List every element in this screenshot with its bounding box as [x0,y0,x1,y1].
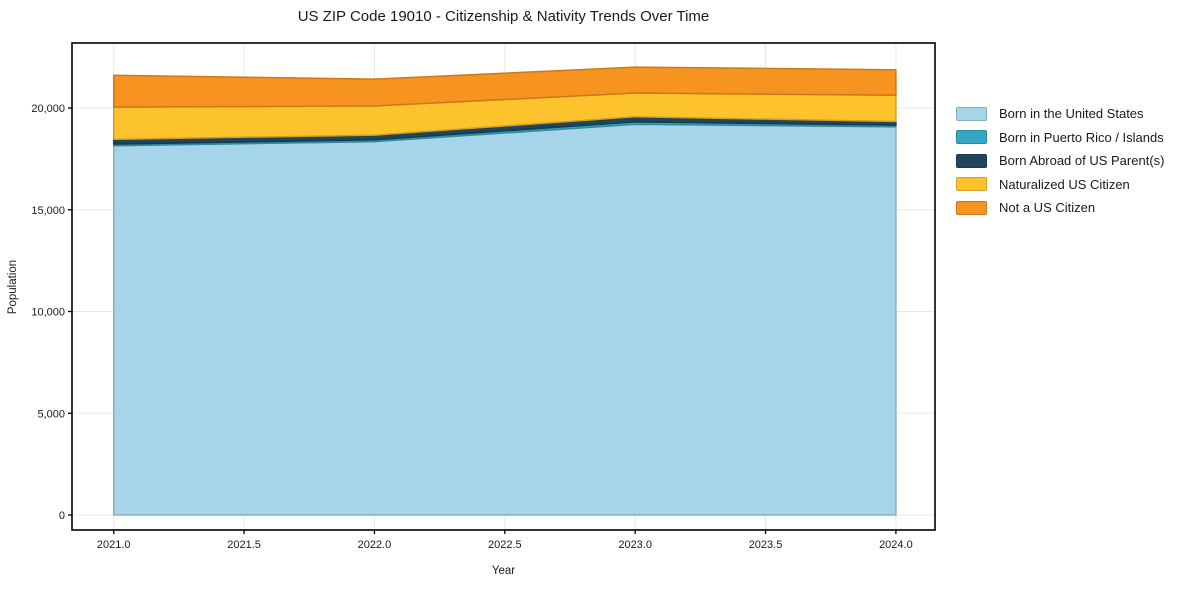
legend-swatch-icon [956,153,987,168]
legend-swatch-icon [956,200,987,215]
legend-label: Naturalized US Citizen [999,176,1130,192]
y-tick-label: 15,000 [31,205,65,217]
y-tick-label: 5,000 [37,408,65,420]
legend: Born in the United States Born in Puerto… [956,102,1164,220]
x-tick-label: 2021.0 [97,539,131,551]
x-tick-label: 2023.0 [618,539,652,551]
area-band [112,123,897,516]
y-tick-label: 20,000 [31,103,65,115]
y-tick-label: 10,000 [31,307,65,319]
x-tick-label: 2024.0 [879,539,913,551]
x-tick-label: 2021.5 [227,539,261,551]
x-tick-label: 2022.5 [488,539,522,551]
legend-label: Born in Puerto Rico / Islands [999,129,1164,145]
y-tick-label: 0 [59,510,65,522]
x-axis-label: Year [491,565,516,577]
x-tick-label: 2022.0 [358,539,392,551]
area-band [112,66,897,108]
legend-swatch-icon [956,130,987,145]
legend-item: Naturalized US Citizen [956,173,1164,197]
x-tick-label: 2023.5 [749,539,783,551]
legend-label: Born Abroad of US Parent(s) [999,153,1165,169]
legend-swatch-icon [956,177,987,192]
legend-label: Born in the United States [999,106,1144,122]
y-axis-label: Population [7,259,19,315]
plot-frame [71,42,936,531]
chart-title: US ZIP Code 19010 - Citizenship & Nativi… [297,8,710,25]
legend-swatch-icon [956,106,987,121]
legend-item: Born Abroad of US Parent(s) [956,149,1164,173]
legend-label: Not a US Citizen [999,200,1096,216]
legend-item: Born in the United States [956,102,1164,126]
legend-item: Born in Puerto Rico / Islands [956,126,1164,150]
legend-item: Not a US Citizen [956,196,1164,220]
